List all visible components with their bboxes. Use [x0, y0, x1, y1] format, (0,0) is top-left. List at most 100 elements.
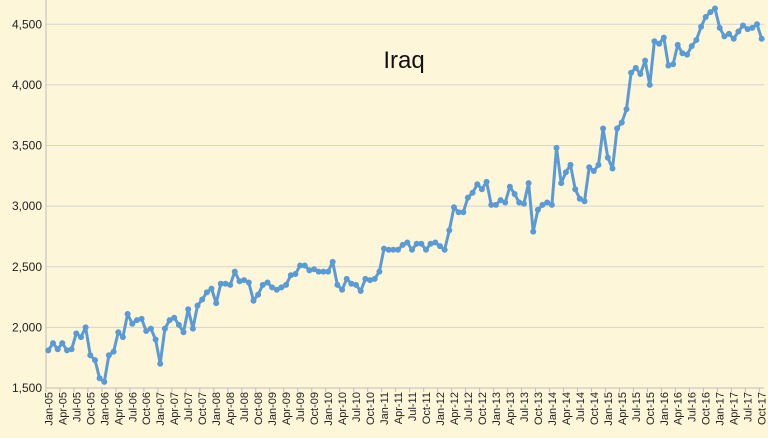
x-tick-label: Jul-17 — [743, 392, 755, 422]
x-tick-label: Jul-10 — [351, 392, 363, 422]
x-tick-label: Jul-07 — [183, 392, 195, 422]
data-point — [525, 180, 532, 187]
data-point — [511, 191, 518, 197]
data-point — [576, 195, 583, 202]
data-point — [194, 302, 201, 309]
y-tick-label: 2,000 — [12, 320, 42, 334]
data-points — [45, 5, 765, 385]
data-point — [656, 40, 663, 47]
data-point — [740, 22, 746, 29]
data-point — [730, 35, 737, 42]
data-point — [283, 281, 290, 288]
x-tick-label: Jan-07 — [155, 392, 167, 426]
y-tick-label: 4,000 — [12, 78, 42, 92]
x-tick-label: Oct-15 — [645, 392, 657, 425]
data-point — [726, 30, 732, 37]
data-point — [64, 347, 70, 354]
data-point — [469, 189, 476, 196]
data-point — [250, 297, 257, 304]
data-point — [735, 28, 742, 35]
data-point — [632, 64, 639, 71]
data-point — [292, 271, 299, 277]
data-point — [236, 278, 243, 285]
x-tick-label: Jul-08 — [239, 392, 251, 422]
x-tick-label: Oct-07 — [197, 392, 209, 425]
data-point — [492, 201, 499, 208]
x-tick-label: Jan-16 — [659, 392, 671, 426]
data-point — [101, 378, 108, 385]
data-point — [357, 288, 364, 294]
data-point — [124, 311, 131, 317]
y-tick-label: 4,500 — [12, 17, 42, 31]
data-point — [161, 325, 168, 332]
x-tick-label: Jul-05 — [71, 392, 83, 422]
data-point — [395, 246, 401, 253]
data-point — [502, 199, 509, 206]
x-tick-label: Oct-05 — [85, 392, 97, 425]
data-point — [59, 340, 66, 347]
data-point — [78, 334, 84, 341]
data-point — [273, 286, 280, 293]
data-point — [152, 336, 159, 343]
data-point — [488, 201, 495, 208]
data-point — [339, 286, 346, 293]
x-tick-label: Jan-17 — [715, 392, 727, 426]
x-tick-label: Apr-15 — [617, 392, 629, 425]
y-tick-label: 2,500 — [12, 260, 42, 274]
data-point — [427, 240, 434, 247]
data-point — [166, 317, 173, 324]
data-point — [189, 325, 196, 332]
data-point — [404, 239, 411, 246]
data-point — [147, 325, 154, 332]
data-point — [413, 240, 420, 247]
data-point — [516, 199, 523, 206]
data-point — [464, 194, 471, 201]
data-point — [73, 330, 80, 337]
data-point — [334, 281, 341, 288]
data-point — [208, 285, 215, 292]
data-point — [343, 275, 350, 282]
data-point — [367, 277, 373, 284]
data-point — [553, 144, 560, 151]
data-point — [278, 284, 285, 291]
data-point — [590, 168, 597, 174]
x-tick-label: Apr-16 — [673, 392, 685, 425]
data-point — [670, 61, 677, 68]
data-point — [92, 357, 98, 364]
x-tick-label: Jan-05 — [43, 392, 55, 426]
data-point — [325, 268, 332, 275]
data-point — [684, 51, 691, 58]
data-point — [129, 320, 136, 327]
data-point — [241, 277, 248, 284]
y-tick-label: 1,500 — [12, 381, 42, 395]
x-tick-label: Apr-11 — [393, 392, 405, 424]
axis-layer — [45, 0, 760, 392]
data-point — [567, 161, 574, 168]
x-tick-label: Apr-12 — [449, 392, 461, 425]
x-tick-label: Jan-06 — [99, 392, 111, 426]
data-point — [758, 35, 765, 42]
data-point — [679, 50, 686, 57]
data-point — [255, 291, 262, 298]
data-point — [399, 241, 406, 248]
data-point — [665, 62, 672, 69]
data-point — [614, 125, 621, 132]
data-point — [455, 209, 462, 216]
x-tick-label: Oct-06 — [141, 392, 153, 425]
data-point — [87, 352, 94, 359]
data-point — [749, 24, 756, 31]
data-point — [180, 329, 187, 336]
data-point — [348, 280, 355, 287]
data-point — [171, 314, 178, 321]
data-point — [716, 24, 723, 31]
x-tick-label: Oct-16 — [701, 392, 713, 425]
x-tick-label: Jan-09 — [267, 392, 279, 426]
x-tick-label: Apr-13 — [505, 392, 517, 425]
data-point — [50, 340, 56, 347]
data-point — [409, 246, 415, 253]
data-point — [82, 324, 89, 331]
data-point — [609, 165, 616, 172]
x-tick-label: Jul-16 — [687, 392, 699, 422]
data-point — [423, 246, 429, 253]
data-point — [539, 201, 546, 208]
